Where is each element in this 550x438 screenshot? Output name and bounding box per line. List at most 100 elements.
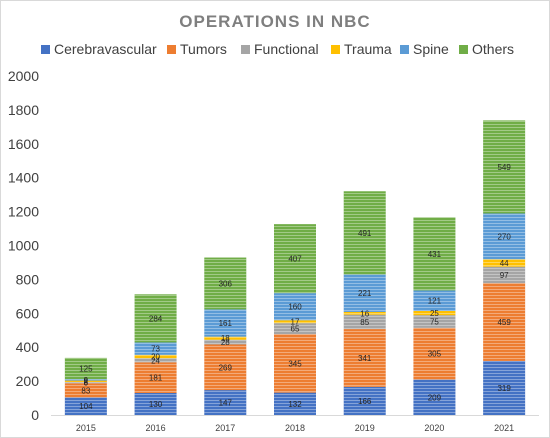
bar-texture: [64, 397, 107, 415]
chart-title: OPERATIONS IN NBC: [179, 12, 370, 31]
data-label: 284: [149, 314, 163, 323]
bar-texture: [343, 314, 386, 330]
data-label: 44: [500, 259, 509, 268]
data-label: 221: [358, 289, 372, 298]
legend-label-cerebravascular: Cerebravascular: [54, 41, 157, 57]
data-label: 459: [497, 318, 511, 327]
data-label: 8: [84, 379, 89, 388]
legend-swatch-functional: [241, 45, 250, 54]
data-label: 25: [430, 309, 439, 318]
data-label: 147: [219, 399, 233, 408]
data-label: 407: [288, 255, 302, 264]
bar-texture: [483, 360, 526, 415]
bar-texture: [134, 362, 177, 393]
bar-texture: [134, 354, 177, 359]
x-tick-label: 2018: [285, 423, 305, 433]
legend-swatch-cerebravascular: [41, 45, 50, 54]
y-tick-label: 200: [16, 373, 40, 389]
bar-texture: [483, 266, 526, 284]
data-label: 65: [291, 325, 300, 334]
data-labels-group: 1048388912513018124207328414726928181613…: [79, 163, 511, 411]
bar-texture: [274, 320, 316, 324]
bar-texture: [413, 310, 456, 316]
bar-texture: [413, 379, 456, 415]
data-label: 549: [497, 163, 511, 172]
y-tick-label: 1400: [8, 170, 39, 186]
bar-texture: [274, 293, 316, 321]
bar-texture: [64, 383, 107, 398]
data-label: 306: [219, 279, 233, 288]
legend-label-spine: Spine: [413, 41, 449, 57]
data-label: 270: [497, 232, 511, 241]
data-label: 181: [149, 374, 163, 383]
data-label: 132: [288, 400, 302, 409]
legend-swatch-tumors: [167, 45, 176, 54]
bar-texture: [204, 257, 247, 310]
bar-texture: [343, 191, 386, 275]
y-tick-label: 800: [16, 271, 40, 287]
data-label: 125: [79, 364, 93, 373]
data-label: 83: [81, 386, 90, 395]
x-tick-label: 2015: [76, 423, 96, 433]
bar-texture: [64, 380, 107, 382]
legend-swatch-trauma: [331, 45, 340, 54]
legend-label-trauma: Trauma: [344, 41, 392, 57]
bar-texture: [274, 323, 316, 335]
data-label: 341: [358, 354, 372, 363]
bar-texture: [274, 334, 316, 393]
y-tick-label: 1000: [8, 238, 39, 254]
x-tick-label: 2019: [355, 423, 375, 433]
bar-texture: [413, 290, 456, 311]
y-tick-label: 400: [16, 339, 40, 355]
bar-texture: [134, 358, 177, 363]
bar-texture: [483, 259, 526, 267]
y-tick-label: 0: [31, 407, 39, 423]
bar-texture: [413, 315, 456, 328]
legend-label-others: Others: [472, 41, 514, 57]
bar-texture: [343, 329, 386, 387]
data-label: 160: [288, 303, 302, 312]
data-label: 9: [84, 376, 89, 385]
data-label: 161: [219, 319, 233, 328]
y-tick-label: 2000: [8, 68, 39, 84]
y-tick-label: 600: [16, 305, 40, 321]
bar-texture: [483, 120, 526, 214]
x-tick-label: 2017: [215, 423, 235, 433]
data-label: 18: [221, 334, 230, 343]
bar-texture: [483, 213, 526, 260]
data-label: 209: [428, 393, 442, 402]
bar-texture: [134, 392, 177, 415]
data-label: 491: [358, 229, 372, 238]
x-tick-label: 2016: [146, 423, 166, 433]
data-label: 24: [151, 356, 160, 365]
legend-swatch-spine: [400, 45, 409, 54]
x-tick-label: 2021: [494, 423, 514, 433]
bar-texture: [64, 381, 107, 384]
data-label: 17: [291, 318, 300, 327]
bar-texture: [343, 274, 386, 312]
data-label: 75: [430, 318, 439, 327]
bar-texture: [483, 283, 526, 361]
data-label: 20: [151, 353, 160, 362]
data-label: 97: [500, 271, 509, 280]
data-label: 16: [360, 309, 369, 318]
data-label: 269: [219, 363, 233, 372]
data-label: 104: [79, 402, 93, 411]
data-label: 345: [288, 359, 302, 368]
bar-texture: [134, 342, 177, 355]
bar-texture: [274, 392, 316, 415]
data-label: 8: [84, 377, 89, 386]
bar-texture: [204, 339, 247, 345]
y-tick-label: 1600: [8, 136, 39, 152]
bar-texture: [204, 390, 247, 415]
data-label: 130: [149, 400, 163, 409]
bars-group: [64, 120, 526, 415]
bar-texture: [64, 379, 107, 381]
bar-texture: [204, 309, 247, 337]
y-axis: 0 200 400 600 800 1000 1200 1400 1600 1800 2000: [8, 68, 39, 423]
y-tick-label: 1200: [8, 204, 39, 220]
data-label: 121: [428, 297, 442, 306]
data-label: 85: [360, 318, 369, 327]
